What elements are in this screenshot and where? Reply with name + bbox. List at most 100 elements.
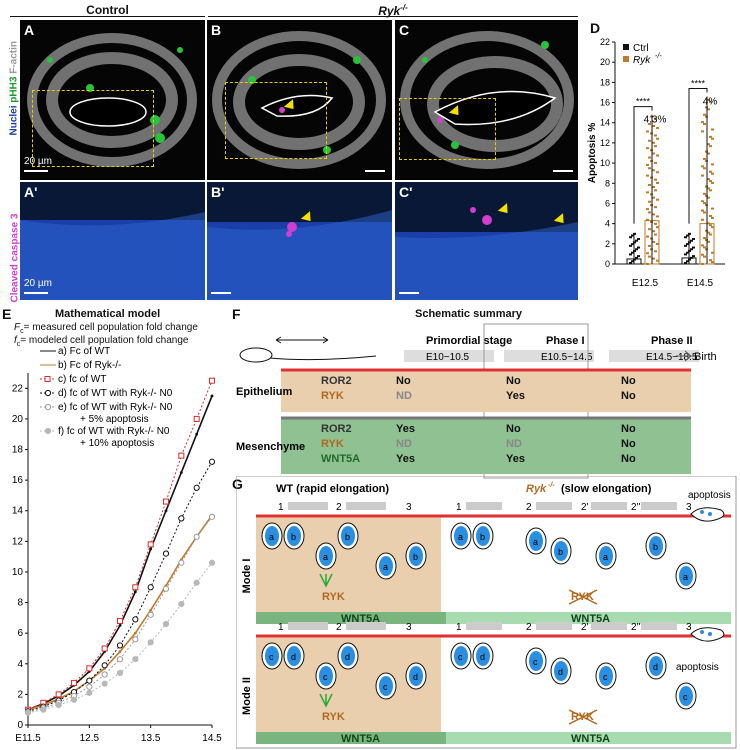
note-1-sub: c (20, 328, 24, 335)
wt-step-label: 2 (336, 502, 342, 513)
scale-bar-c-prime (399, 292, 419, 294)
ryk-cell-nucleus (554, 661, 568, 681)
chart-e-point (101, 671, 108, 678)
chart-e-point (208, 513, 216, 520)
mouse-tail-icon (269, 355, 377, 361)
micrograph-b: B (207, 20, 392, 180)
wt-wnt5a-bar (256, 612, 461, 624)
chart-e-y-tick-label: 0 (17, 720, 23, 731)
chart-e-point (193, 415, 200, 422)
chart-d-point-ryk (648, 156, 651, 159)
chart-e-line-series (27, 562, 213, 714)
chart-e-legend-label: e) fc of WT with Ryk-/- N0 (58, 402, 173, 413)
apoptosis-label: apoptosis (676, 662, 719, 673)
chart-d-point-ryk (648, 244, 651, 247)
chart-d-mean-label: 4.3% (644, 115, 667, 126)
stage-range: E10.5−14.5 (541, 352, 593, 363)
chart-d-point-ryk (648, 200, 651, 203)
wt-cell-label: c (383, 682, 388, 692)
note-2-text: = modeled cell population fold change (20, 335, 189, 346)
ryk-wnt5a-bar (446, 612, 731, 624)
ryk-cell-nucleus (454, 646, 468, 666)
ryk-cell-label: b (653, 542, 658, 552)
birth-label: Birth (694, 351, 717, 363)
chart-d-point-ryk (701, 174, 704, 177)
chart-d-point-ryk (656, 226, 659, 229)
chart-d-point-ryk (656, 215, 659, 218)
ryk-cell-nucleus (476, 526, 490, 546)
chart-e-point (116, 642, 124, 649)
chart-e-point (101, 662, 108, 669)
chart-e-point (149, 608, 153, 612)
chart-e-point (132, 616, 139, 623)
chart-d-point-ctrl (629, 261, 632, 264)
tissue-ring-c (400, 31, 574, 169)
chart-d-point-ryk (703, 211, 706, 214)
expression-cell: ND (506, 438, 522, 450)
zoom-box-b (225, 82, 327, 159)
chart-d-legend-swatch-ctrl (623, 44, 629, 50)
ryk-title-sup: -/- (548, 482, 555, 489)
ryk-cell-nucleus (679, 686, 693, 706)
chart-d-point-ryk (703, 202, 706, 205)
letter-a-prime: A' (24, 184, 38, 200)
chart-d-point-ryk (656, 137, 659, 140)
chart-d-legend-ryk: Ryk (633, 55, 651, 66)
schematic-title: Schematic summary (415, 308, 522, 320)
scale-bar-a (24, 170, 48, 172)
wt-cell-nucleus (287, 646, 301, 666)
chart-e-legend-marker (44, 376, 51, 382)
label-phh3: pHH3 (8, 76, 20, 103)
chart-d-point-ryk (654, 145, 657, 148)
ryk-step-arrow (591, 502, 627, 510)
chart-d-point-ryk (701, 218, 704, 221)
chart-e-line-series (27, 516, 213, 713)
chart-d-point-ryk (701, 253, 704, 256)
chart-d-point-ryk (652, 186, 655, 189)
stage-name: Phase I (546, 335, 585, 347)
expression-cell: Yes (396, 423, 415, 435)
chart-d-point-ctrl (637, 246, 640, 249)
wt-cell-label: b (345, 532, 350, 542)
wt-cell-nucleus (379, 556, 393, 576)
chart-e-legend-label: c) fc of WT (58, 374, 106, 385)
apoptotic-cell-icon (690, 507, 725, 522)
wt-cell-nucleus (409, 546, 423, 566)
letter-d: D (590, 20, 601, 36)
mode-label: Mode II (241, 677, 253, 715)
ryk-cell-label: a (533, 537, 538, 547)
chart-e-y-tick-label: 8 (17, 598, 23, 609)
chart-e-x-tick-label: 12.5 (80, 733, 100, 744)
chart-d-point-ctrl (690, 239, 693, 242)
chart-d-point-ryk (654, 206, 657, 209)
chart-d-point-ryk (711, 128, 714, 131)
chart-d-point-ryk (709, 180, 712, 183)
tissue-ring-a (27, 33, 197, 167)
ryk-cell-nucleus (554, 541, 568, 561)
ryk-cell-label: d (480, 652, 485, 662)
apoptotic-fragment-icon (708, 512, 712, 516)
chart-d-point-ryk (709, 224, 712, 227)
ryk-cell-nucleus (599, 666, 613, 686)
chart-e-point (193, 484, 200, 491)
chart-d-point-ryk (703, 255, 706, 258)
cross-icon (568, 709, 598, 725)
chart-e-title: Mathematical model (55, 308, 161, 320)
tissue-name: Epithelium (236, 386, 292, 398)
chart-d-point-ryk (703, 167, 706, 170)
ryk-step-label: 2'' (631, 622, 640, 633)
chart-e-legend-marker (44, 389, 52, 397)
tissue-row-bg (281, 370, 691, 412)
chart-d-point-ryk (646, 147, 649, 150)
chart-e-x-tick-label: 14.5 (202, 733, 222, 744)
ryk-cell-nucleus (649, 536, 663, 556)
chart-e-legend-marker (44, 403, 52, 411)
chart-d-point-ryk (646, 252, 649, 255)
chart-e-point (164, 509, 168, 513)
nuclei-texture-b (207, 182, 392, 300)
chart-d-point-ryk (648, 255, 651, 258)
ryk-header-line (208, 16, 578, 17)
ryk-cell-nucleus (454, 526, 468, 546)
chart-e-point (193, 579, 200, 586)
expression-cell: No (621, 438, 636, 450)
